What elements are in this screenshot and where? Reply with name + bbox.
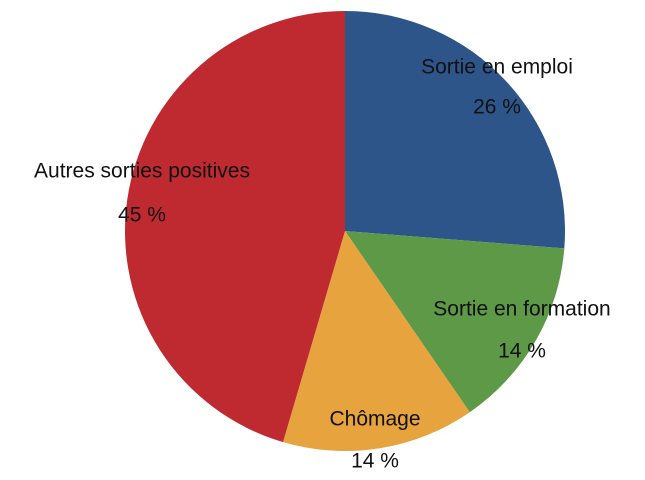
slice-value-label: 45 % [118, 204, 166, 227]
pie-slice [345, 231, 565, 413]
pie-slice [125, 11, 346, 443]
slice-value-label: 14 % [498, 340, 546, 363]
pie-slice [283, 231, 470, 451]
slice-label: Sortie en formation [433, 298, 610, 321]
slice-value-label: 26 % [473, 96, 521, 119]
slice-label: Chômage [329, 408, 420, 431]
slice-label: Sortie en emploi [421, 56, 573, 79]
pie-slice [345, 11, 565, 249]
slice-label: Autres sorties positives [34, 160, 250, 183]
slice-value-label: 14 % [351, 450, 399, 473]
